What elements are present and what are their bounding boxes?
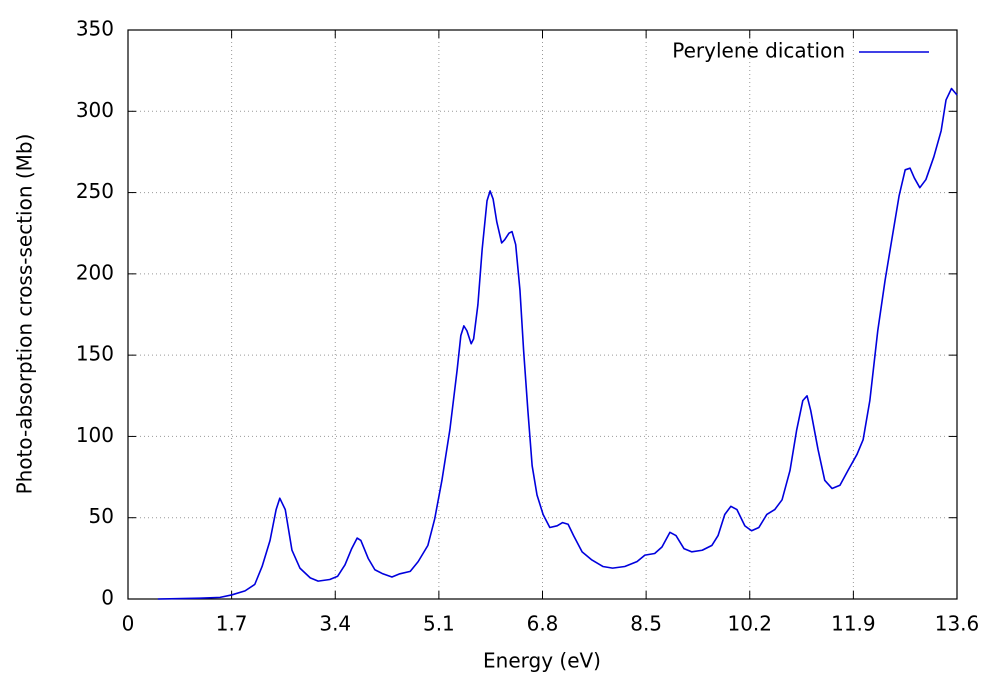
x-tick-label: 3.4 — [319, 612, 351, 636]
x-axis-label: Energy (eV) — [483, 649, 601, 673]
x-tick-label: 5.1 — [423, 612, 455, 636]
x-tick-label: 11.9 — [831, 612, 876, 636]
y-tick-label: 350 — [76, 17, 114, 41]
legend-label: Perylene dication — [672, 39, 845, 63]
x-tick-label: 10.2 — [727, 612, 772, 636]
plot-frame — [127, 29, 958, 600]
x-tick-label: 1.7 — [216, 612, 248, 636]
y-tick-label: 50 — [89, 504, 114, 528]
y-tick-label: 0 — [101, 586, 114, 610]
data-line — [157, 87, 958, 600]
x-tick-label: 8.5 — [630, 612, 662, 636]
y-tick-label: 150 — [76, 342, 114, 366]
y-tick-label: 300 — [76, 98, 114, 122]
y-axis-label: Photo-absorption cross-section (Mb) — [13, 134, 37, 495]
x-tick-label: 0 — [122, 612, 135, 636]
y-tick-label: 250 — [76, 179, 114, 203]
y-tick-label: 200 — [76, 260, 114, 284]
x-tick-label: 13.6 — [935, 612, 980, 636]
y-tick-label: 100 — [76, 423, 114, 447]
x-tick-label: 6.8 — [527, 612, 559, 636]
